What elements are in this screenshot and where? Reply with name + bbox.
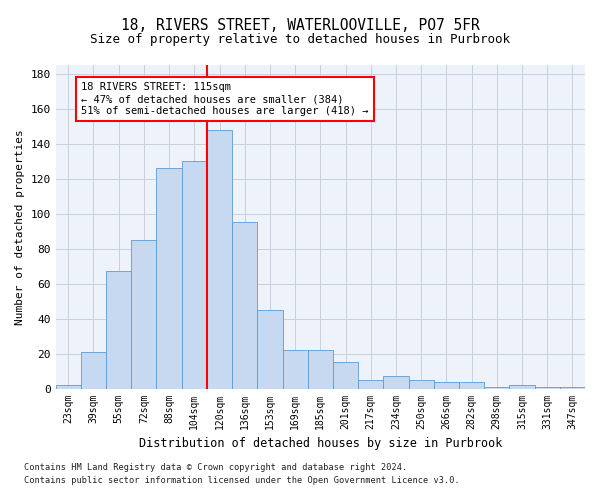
Bar [409, 380, 434, 388]
Bar [308, 350, 333, 389]
Bar [157, 168, 182, 388]
Bar [333, 362, 358, 388]
Text: Contains public sector information licensed under the Open Government Licence v3: Contains public sector information licen… [24, 476, 460, 485]
Bar [56, 385, 81, 388]
X-axis label: Distribution of detached houses by size in Purbrook: Distribution of detached houses by size … [139, 437, 502, 450]
Bar [383, 376, 409, 388]
Bar [207, 130, 232, 388]
Bar [81, 352, 106, 389]
Bar [358, 380, 383, 388]
Bar [535, 387, 560, 388]
Bar [509, 385, 535, 388]
Y-axis label: Number of detached properties: Number of detached properties [15, 129, 25, 324]
Text: Size of property relative to detached houses in Purbrook: Size of property relative to detached ho… [90, 32, 510, 46]
Bar [257, 310, 283, 388]
Bar [106, 272, 131, 388]
Bar [232, 222, 257, 388]
Bar [484, 387, 509, 388]
Bar [182, 161, 207, 388]
Bar [560, 387, 585, 388]
Bar [459, 382, 484, 388]
Text: Contains HM Land Registry data © Crown copyright and database right 2024.: Contains HM Land Registry data © Crown c… [24, 464, 407, 472]
Bar [283, 350, 308, 389]
Text: 18 RIVERS STREET: 115sqm
← 47% of detached houses are smaller (384)
51% of semi-: 18 RIVERS STREET: 115sqm ← 47% of detach… [81, 82, 368, 116]
Text: 18, RIVERS STREET, WATERLOOVILLE, PO7 5FR: 18, RIVERS STREET, WATERLOOVILLE, PO7 5F… [121, 18, 479, 32]
Bar [434, 382, 459, 388]
Bar [131, 240, 157, 388]
